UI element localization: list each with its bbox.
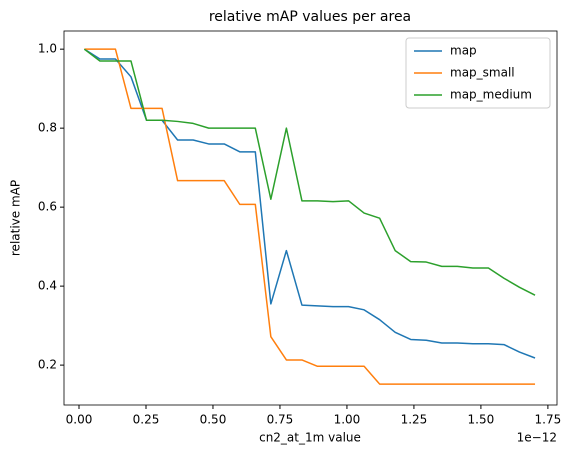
x-offset-label: 1e−12 [517, 431, 557, 445]
x-tick-label: 1.00 [334, 413, 361, 427]
x-tick-label: 1.50 [468, 413, 495, 427]
y-tick-label: 0.2 [38, 358, 57, 372]
x-tick-label: 0.25 [133, 413, 160, 427]
legend-box [405, 37, 551, 109]
series-line [84, 48, 536, 385]
legend-label: map_medium [450, 88, 532, 102]
x-tick-label: 0.75 [267, 413, 294, 427]
x-tick-label: 1.25 [401, 413, 428, 427]
y-tick-label: 0.6 [38, 200, 57, 214]
legend-label: map_small [450, 66, 515, 80]
y-tick-label: 0.8 [38, 121, 57, 135]
y-tick-label: 1.0 [38, 42, 57, 56]
legend-label: map [450, 44, 477, 58]
plot-frame [63, 30, 558, 406]
y-axis-label: relative mAP [9, 180, 23, 256]
y-tick-label: 0.4 [38, 279, 57, 293]
x-tick-label: 0.00 [66, 413, 93, 427]
chart-title: relative mAP values per area [209, 9, 411, 25]
series-line [83, 48, 536, 296]
x-axis-label: cn2_at_1m value [259, 431, 361, 445]
x-tick-label: 0.50 [200, 413, 227, 427]
x-tick-label: 1.75 [535, 413, 562, 427]
